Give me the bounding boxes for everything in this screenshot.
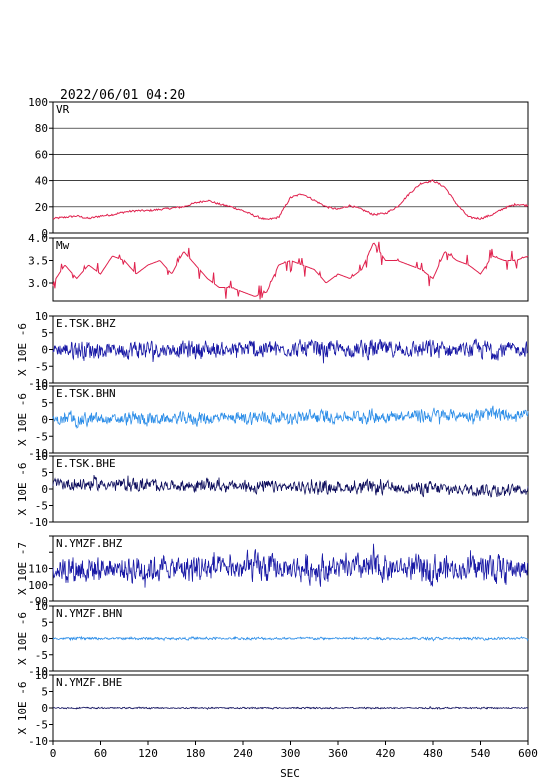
panel-label: N.YMZF.BHN (56, 607, 122, 620)
y-tick-label: 10 (35, 450, 48, 463)
panel-label: E.TSK.BHN (56, 387, 116, 400)
x-axis: 0 60 120 180 240 300 360 420 480 540 600 (50, 741, 538, 760)
x-tick-label: 60 (94, 747, 107, 760)
y-tick-label: 0 (41, 702, 48, 715)
x-tick-label: 300 (281, 747, 301, 760)
y-tick-label: -10 (28, 665, 48, 678)
panel-frame (52, 315, 529, 384)
panel-frame (52, 101, 529, 234)
panel-e-tsk-bhn: E.TSK.BHN -10 -5 0 5 10 X 10E -6 (16, 380, 529, 460)
y-tick-label: 40 (35, 175, 48, 188)
y-tick-label: 100 (28, 579, 48, 592)
panel-e-tsk-bhz: E.TSK.BHZ -10 -5 0 5 10 X 10E -6 (16, 310, 529, 390)
unit-label: X 10E -6 (16, 612, 29, 665)
y-tick-label: -5 (35, 500, 48, 513)
panel-n-ymzf-bhe: N.YMZF.BHE -10 -5 0 5 10 X 10E -6 (16, 669, 529, 748)
waveform-line (52, 706, 529, 710)
y-tick-label: 3.0 (28, 277, 48, 290)
y-tick-label: 60 (35, 148, 48, 161)
panel-label: N.YMZF.BHZ (56, 537, 123, 550)
y-tick-label: 10 (35, 380, 48, 393)
x-tick-label: 600 (518, 747, 538, 760)
panel-mw: Mw 3.0 3.5 4.0 (28, 232, 529, 302)
y-tick-label: 5 (41, 397, 48, 410)
x-tick-label: 120 (138, 747, 158, 760)
waveform-line (52, 405, 529, 429)
datetime-title: 2022/06/01 04:20 (60, 88, 185, 103)
panels: VR020406080100Mw3.03.54.0E.TSK.BHZ-10-50… (16, 96, 529, 748)
y-tick-label: -10 (28, 735, 48, 748)
x-tick-label: 420 (376, 747, 396, 760)
y-tick-label: 10 (35, 600, 48, 613)
x-axis-label: SEC (280, 767, 300, 780)
panel-label: Mw (56, 239, 70, 252)
y-tick-label: 100 (28, 96, 48, 109)
y-tick-label: 10 (35, 310, 48, 323)
unit-label: X 10E -6 (16, 323, 29, 376)
x-tick-label: 480 (423, 747, 443, 760)
y-tick-label: -10 (28, 447, 48, 460)
y-tick-label: 5 (41, 327, 48, 340)
panel-label: E.TSK.BHE (56, 457, 116, 470)
y-tick-label: 10 (35, 669, 48, 682)
data-line (52, 179, 529, 221)
y-tick-label: -5 (35, 360, 48, 373)
y-tick-label: 0 (41, 344, 48, 357)
unit-label: X 10E -6 (16, 463, 29, 516)
y-tick-label: 80 (35, 122, 48, 135)
panel-frame (52, 237, 529, 302)
panel-e-tsk-bhe: E.TSK.BHE -10 -5 0 5 10 X 10E -6 (16, 450, 529, 529)
unit-label: X 10E -7 (16, 542, 29, 595)
y-tick-label: 0 (41, 414, 48, 427)
x-tick-label: 0 (50, 747, 57, 760)
panel-label: VR (56, 103, 70, 116)
y-tick-label: -10 (28, 377, 48, 390)
panel-n-ymzf-bhn: N.YMZF.BHN -10 -5 0 5 10 X 10E -6 (16, 600, 529, 678)
y-tick-label: 0 (41, 227, 48, 240)
x-tick-label: 240 (233, 747, 253, 760)
y-tick-label: -5 (35, 430, 48, 443)
x-tick-label: 540 (471, 747, 491, 760)
y-tick-label: 20 (35, 201, 48, 214)
waveform-line (52, 474, 529, 498)
y-tick-label: 110 (28, 563, 48, 576)
y-tick-label: -5 (35, 719, 48, 732)
y-tick-label: 3.5 (28, 255, 48, 268)
waveform-line (52, 338, 529, 364)
y-tick-label: 0 (41, 483, 48, 496)
waveform-line (52, 635, 529, 642)
y-tick-label: 5 (41, 686, 48, 699)
y-tick-label: -5 (35, 649, 48, 662)
panel-vr: VR 0 20 40 60 80 100 (28, 96, 529, 240)
data-line (52, 241, 529, 300)
waveform-line (52, 543, 529, 588)
y-tick-label: 0 (41, 633, 48, 646)
unit-label: X 10E -6 (16, 393, 29, 446)
y-tick-label: 5 (41, 616, 48, 629)
panel-label: E.TSK.BHZ (56, 317, 116, 330)
y-tick-label: -90 (28, 595, 48, 608)
y-tick-label: 5 (41, 467, 48, 480)
panel-label: N.YMZF.BHE (56, 676, 122, 689)
x-tick-label: 180 (186, 747, 206, 760)
unit-label: X 10E -6 (16, 682, 29, 735)
x-tick-label: 360 (328, 747, 348, 760)
y-tick-label: -10 (28, 516, 48, 529)
y-tick-label: 4.0 (28, 232, 48, 245)
